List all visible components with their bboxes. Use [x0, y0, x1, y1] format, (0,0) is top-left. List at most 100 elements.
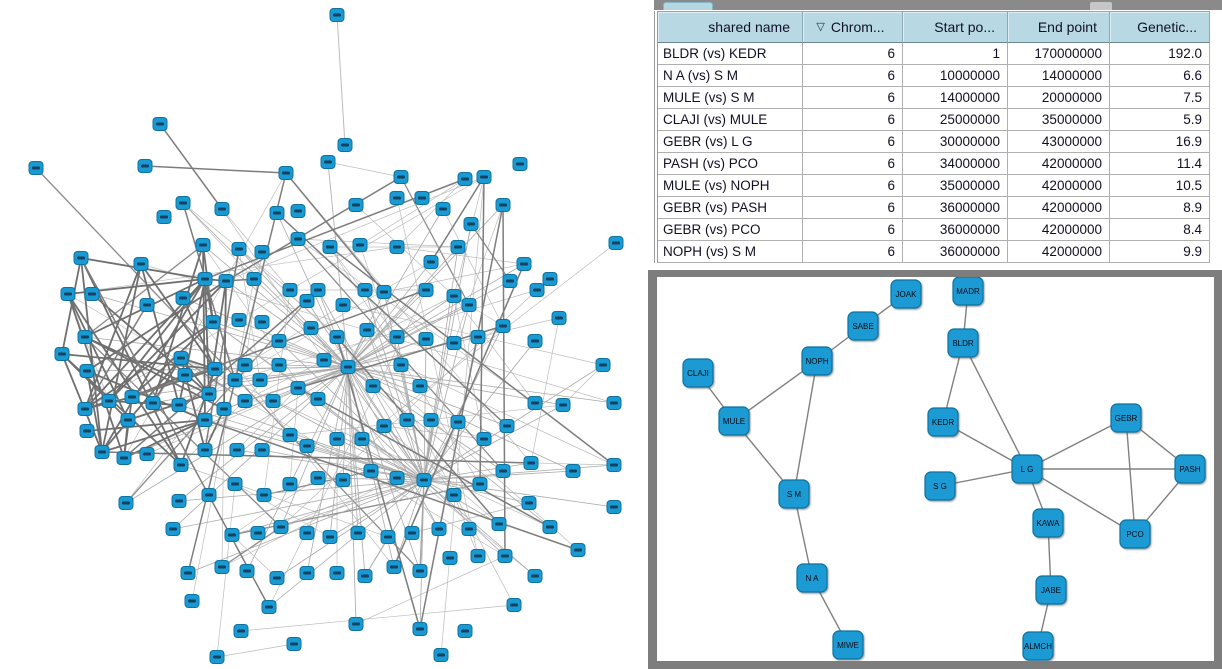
- table-row[interactable]: MULE (vs) NOPH 6 35000000 42000000 10.5: [658, 175, 1210, 197]
- node-label-glyph: [188, 599, 196, 603]
- node-label-glyph: [303, 531, 311, 535]
- network-edge[interactable]: [793, 360, 818, 495]
- network-edge: [182, 297, 216, 370]
- network-node-joak[interactable]: JOAK: [890, 279, 922, 309]
- table-cell: BLDR (vs) KEDR: [658, 43, 803, 65]
- network-node-miwe[interactable]: MIWE: [832, 630, 864, 660]
- column-header-genetic[interactable]: Genetic...: [1110, 11, 1210, 43]
- network-node-kawa[interactable]: KAWA: [1032, 508, 1064, 538]
- column-header-chromosome[interactable]: ▽ Chrom...: [803, 11, 903, 43]
- network-node-pco[interactable]: PCO: [1119, 519, 1151, 549]
- network-edge: [263, 289, 291, 496]
- node-label-glyph: [393, 196, 401, 200]
- network-edge: [84, 304, 148, 410]
- network-node-s-g[interactable]: S G: [924, 471, 956, 501]
- network-edge: [276, 212, 508, 427]
- network-node-gebr[interactable]: GEBR: [1110, 403, 1142, 433]
- column-header-shared-name[interactable]: shared name: [658, 11, 803, 43]
- network-edge: [225, 176, 402, 282]
- node-label-glyph: [201, 277, 209, 281]
- column-header-end-point[interactable]: End point: [1008, 11, 1110, 43]
- table-row[interactable]: GEBR (vs) PASH 6 36000000 42000000 8.9: [658, 197, 1210, 219]
- node-label-glyph: [275, 363, 283, 367]
- node-label-glyph: [32, 166, 40, 170]
- network-node-claji[interactable]: CLAJI: [682, 358, 714, 388]
- node-label-glyph: [333, 571, 341, 575]
- table-row[interactable]: GEBR (vs) L G 6 30000000 43000000 16.9: [658, 131, 1210, 153]
- table-cell: 36000000: [903, 219, 1008, 241]
- table-cell: 42000000: [1008, 197, 1110, 219]
- table-cell: 6: [803, 197, 903, 219]
- node-label-glyph: [525, 501, 533, 505]
- table-row[interactable]: GEBR (vs) PCO 6 36000000 42000000 8.4: [658, 219, 1210, 241]
- node-label-glyph: [574, 548, 582, 552]
- network-edge: [80, 257, 103, 453]
- table-row[interactable]: CLAJI (vs) MULE 6 25000000 35000000 5.9: [658, 109, 1210, 131]
- network-edge: [182, 202, 255, 280]
- network-edge: [347, 366, 359, 534]
- node-label-glyph: [294, 237, 302, 241]
- network-node-noph[interactable]: NOPH: [801, 346, 833, 376]
- network-node-pash[interactable]: PASH: [1174, 454, 1206, 484]
- network-node-s-m[interactable]: S M: [778, 479, 810, 509]
- node-label-glyph: [333, 335, 341, 339]
- network-edge: [268, 479, 425, 608]
- node-label-glyph: [610, 505, 618, 509]
- node-label-glyph: [393, 245, 401, 249]
- table-row[interactable]: N A (vs) S M 6 10000000 14000000 6.6: [658, 65, 1210, 87]
- network-edge: [272, 400, 425, 481]
- node-label-glyph: [559, 403, 567, 407]
- network-node-jabe[interactable]: JABE: [1035, 575, 1067, 605]
- table-cell: 10.5: [1110, 175, 1210, 197]
- network-node-sabe[interactable]: SABE: [847, 311, 879, 341]
- network-edge: [396, 197, 479, 557]
- node-label-glyph: [241, 399, 249, 403]
- node-label-glyph: [201, 448, 209, 452]
- node-label-glyph: [610, 463, 618, 467]
- network-edge[interactable]: [1026, 468, 1136, 535]
- table-row[interactable]: BLDR (vs) KEDR 6 1 170000000 192.0: [658, 43, 1210, 65]
- network-edge[interactable]: [1125, 417, 1136, 535]
- node-label-glyph: [254, 531, 262, 535]
- node-label-glyph: [480, 437, 488, 441]
- table-panel-tab[interactable]: [663, 2, 713, 10]
- network-edge: [202, 244, 349, 368]
- column-header-start-point[interactable]: Start po...: [903, 11, 1008, 43]
- node-label-glyph: [265, 605, 273, 609]
- network-node-l-g[interactable]: L G: [1011, 454, 1043, 484]
- node-label-glyph: [363, 328, 371, 332]
- network-node-mule[interactable]: MULE: [718, 406, 750, 436]
- network-node-bldr[interactable]: BLDR: [947, 328, 979, 358]
- node-label-glyph: [98, 450, 106, 454]
- network-edge[interactable]: [1026, 417, 1127, 470]
- node-label-glyph: [120, 456, 128, 460]
- node-label-glyph: [241, 363, 249, 367]
- table-row[interactable]: NOPH (vs) S M 6 36000000 42000000 9.9: [658, 241, 1210, 263]
- network-edge[interactable]: [962, 342, 1028, 470]
- network-node-n-a[interactable]: N A: [796, 563, 828, 593]
- network-edge: [347, 364, 402, 368]
- table-cell: 14000000: [903, 87, 1008, 109]
- node-label-glyph: [465, 303, 473, 307]
- network-edge: [204, 278, 210, 395]
- table-scroll-tab[interactable]: [1090, 2, 1112, 10]
- table-cell: 6: [803, 65, 903, 87]
- node-label-glyph: [122, 501, 130, 505]
- sub-network-canvas[interactable]: JOAK MADR SABE BLDR NOPH CLAJI MULE KEDR GEBR L G…: [657, 277, 1214, 661]
- sort-filter-icon[interactable]: ▽: [816, 20, 825, 33]
- network-edge: [347, 366, 421, 387]
- network-node-kedr[interactable]: KEDR: [927, 407, 959, 437]
- network-node-almch[interactable]: ALMCH: [1022, 631, 1054, 661]
- table-cell: 6: [803, 109, 903, 131]
- table-row[interactable]: MULE (vs) S M 6 14000000 20000000 7.5: [658, 87, 1210, 109]
- node-label-glyph: [495, 522, 503, 526]
- network-view-main[interactable]: [0, 0, 655, 669]
- node-label-glyph: [177, 463, 185, 467]
- main-network-canvas[interactable]: [0, 0, 655, 669]
- network-edge: [238, 248, 349, 368]
- network-node-madr[interactable]: MADR: [952, 277, 984, 306]
- network-edge: [423, 295, 455, 481]
- network-edge: [336, 336, 421, 630]
- node-label-glyph: [303, 571, 311, 575]
- table-row[interactable]: PASH (vs) PCO 6 34000000 42000000 11.4: [658, 153, 1210, 175]
